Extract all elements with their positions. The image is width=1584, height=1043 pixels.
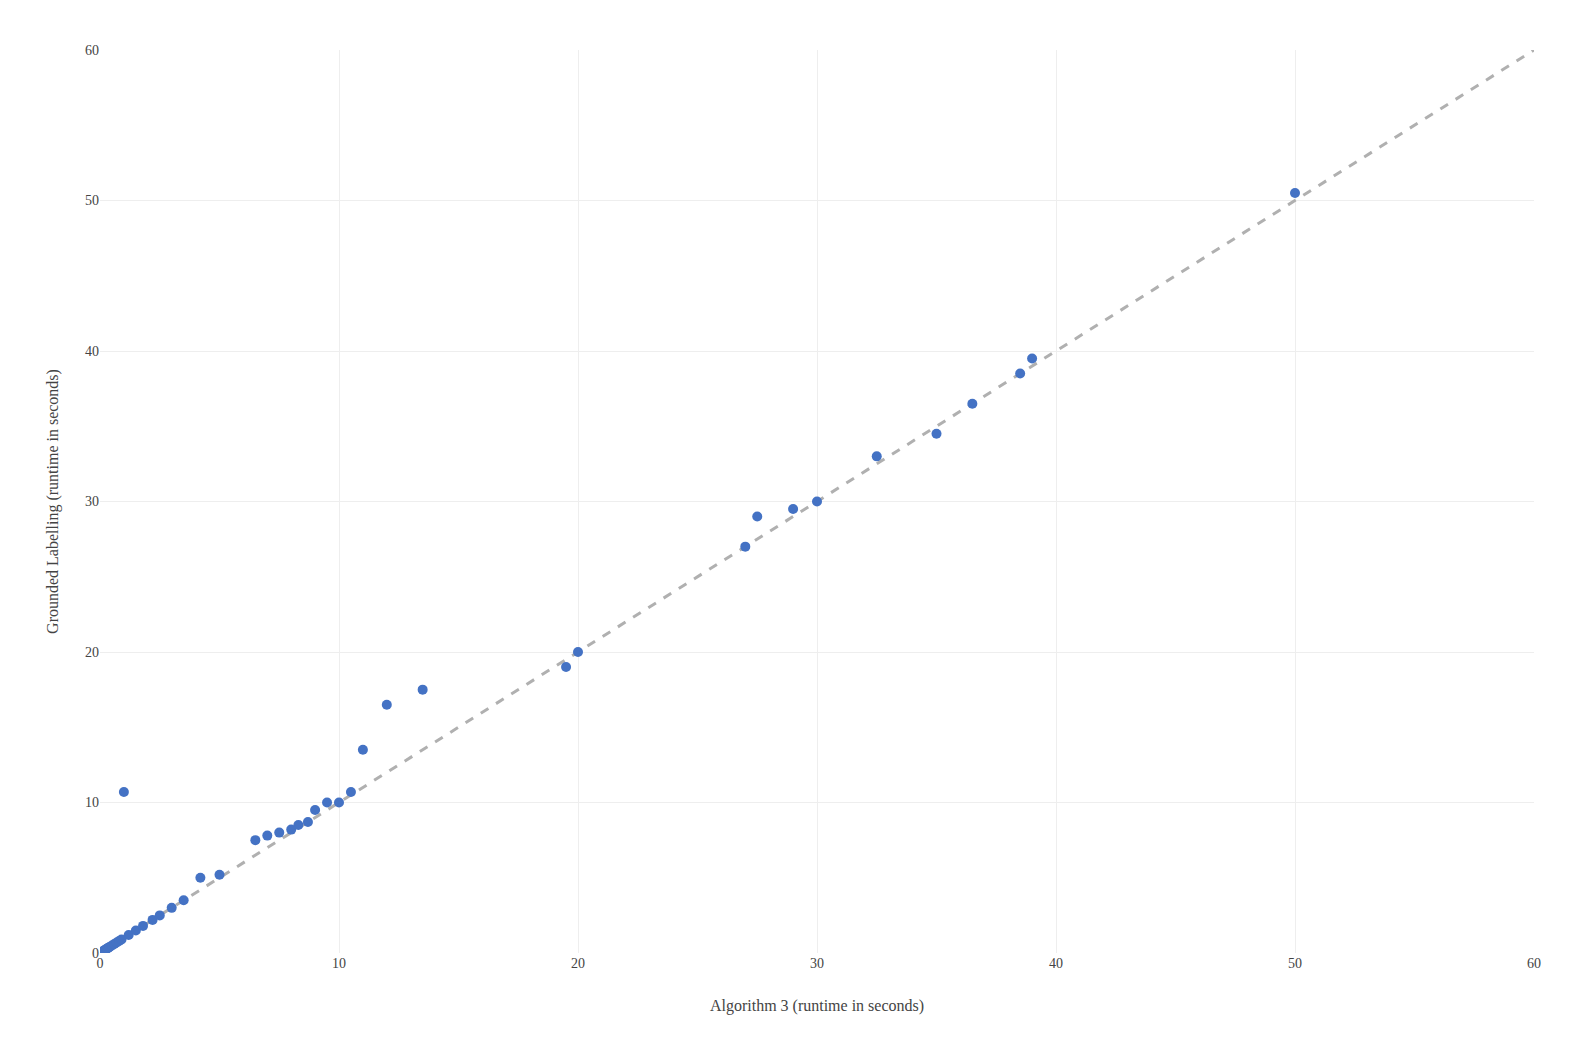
svg-text:40: 40 [85,344,99,359]
svg-text:0: 0 [92,946,99,961]
svg-text:10: 10 [332,956,346,971]
svg-text:20: 20 [85,645,99,660]
svg-text:Algorithm 3 (runtime in second: Algorithm 3 (runtime in seconds) [710,997,924,1015]
svg-text:60: 60 [85,43,99,58]
svg-text:Grounded Labelling (runtime in: Grounded Labelling (runtime in seconds) [44,369,62,634]
svg-text:20: 20 [571,956,585,971]
svg-text:10: 10 [85,795,99,810]
svg-text:60: 60 [1527,956,1541,971]
svg-text:50: 50 [85,193,99,208]
svg-text:30: 30 [810,956,824,971]
svg-text:50: 50 [1288,956,1302,971]
svg-text:40: 40 [1049,956,1063,971]
svg-text:0: 0 [97,956,104,971]
svg-text:30: 30 [85,494,99,509]
